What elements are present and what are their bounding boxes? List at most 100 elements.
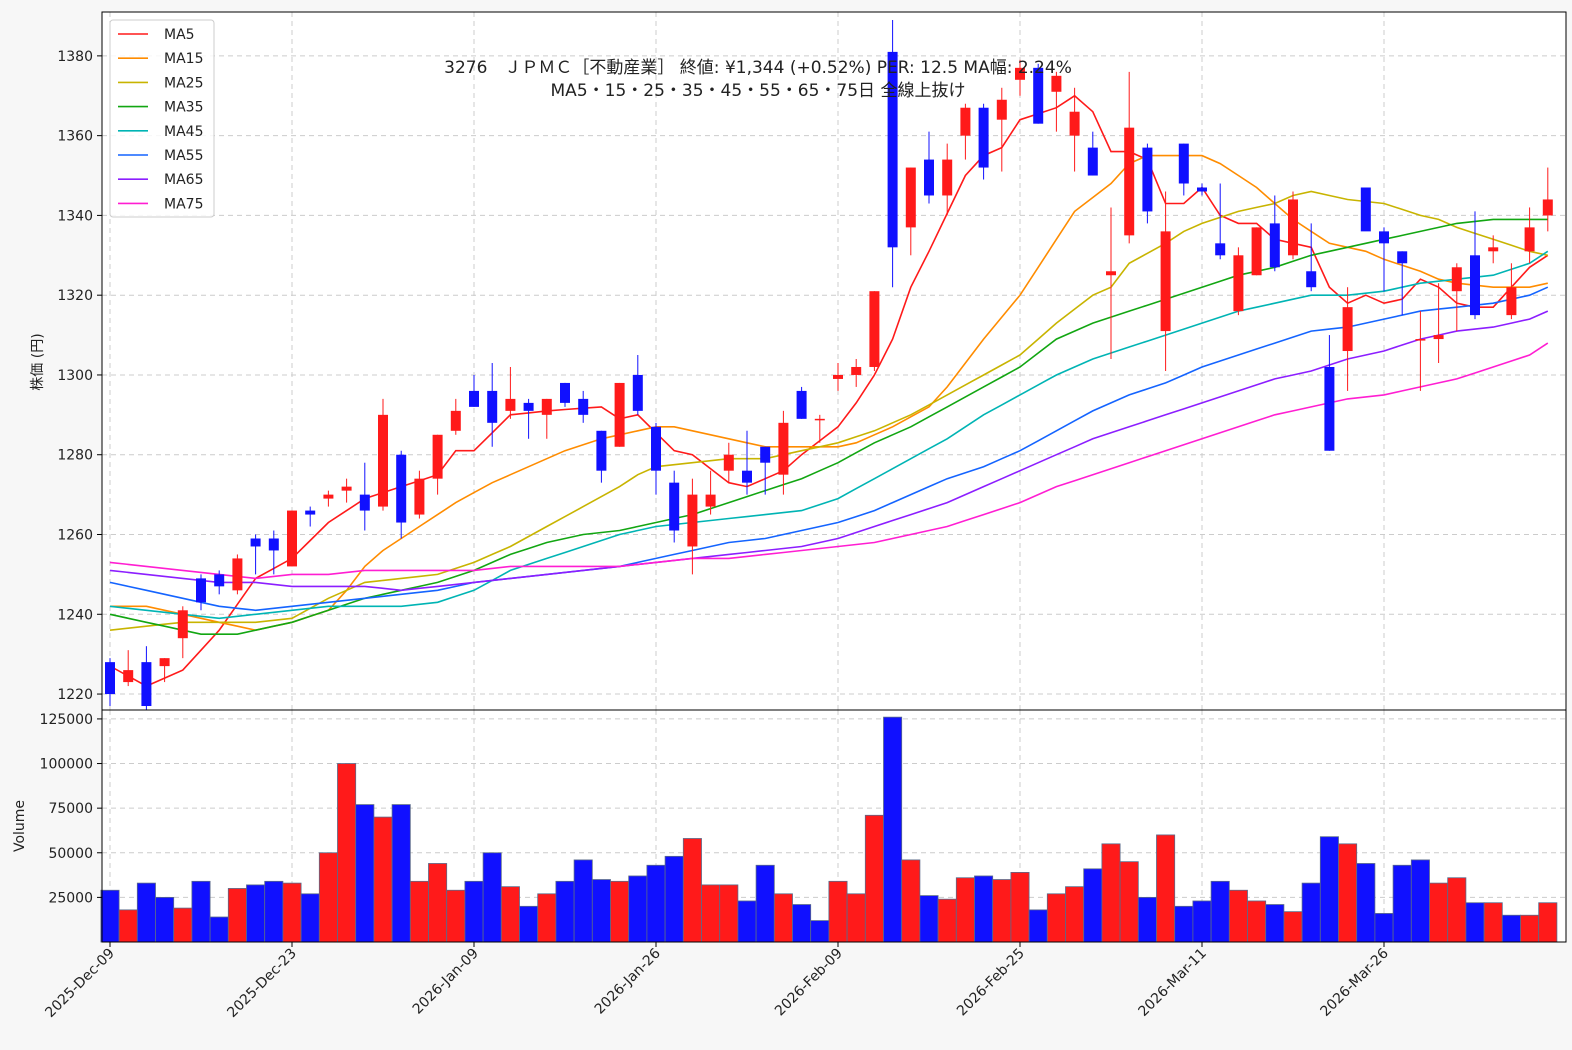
candle-body (978, 107, 989, 168)
volume-bar (682, 838, 702, 943)
candle-body (560, 382, 570, 403)
volume-bar (1483, 902, 1503, 943)
volume-bar (446, 889, 466, 943)
legend: MA5 MA15 MA25 MA35 MA45 MA55 MA65 MA75 (109, 19, 215, 218)
volume-bar (1520, 914, 1540, 943)
candle-body (723, 454, 734, 471)
candle-body (1215, 243, 1226, 256)
volume-bar (828, 880, 848, 943)
candle-body (1379, 231, 1389, 244)
candle-body (1324, 366, 1335, 451)
volume-bar (901, 859, 921, 943)
candle-body (341, 486, 352, 491)
volume-axis: 25000 50000 75000 100000 125000 (40, 712, 102, 906)
candle-body (1160, 231, 1171, 332)
candle-body (432, 434, 443, 479)
volume-bars (100, 716, 1558, 943)
volume-bar (1010, 872, 1030, 943)
candle-body (214, 574, 225, 587)
volume-bar (355, 804, 375, 943)
candle-body (632, 374, 643, 411)
candle-body (414, 478, 425, 515)
volume-bar (246, 884, 266, 943)
candle-body (1524, 227, 1535, 252)
candle-body (1142, 147, 1153, 212)
candle-body (1542, 199, 1553, 216)
candle-body (705, 494, 716, 507)
chart-title-line1: 3276 ＪＰＭＣ［不動産業］ 終値: ¥1,344 (+0.52%) PER:… (444, 58, 1072, 78)
volume-bar (1247, 900, 1267, 943)
candle-body (887, 51, 898, 248)
volume-tick-label: 100000 (40, 757, 93, 773)
volume-bar (1137, 896, 1157, 943)
volume-bar (1028, 909, 1048, 943)
candle-body (1288, 199, 1298, 256)
candle-body (1087, 147, 1098, 176)
candle-body (287, 510, 297, 567)
legend-label-ma5: MA5 (164, 27, 195, 43)
volume-bar (810, 920, 830, 943)
candle-body (1269, 223, 1280, 268)
candle-body (305, 510, 316, 515)
volume-bar (883, 716, 903, 943)
volume-bar (1501, 914, 1521, 943)
volume-bar (1410, 859, 1430, 943)
volume-bar (464, 880, 484, 943)
volume-bar (610, 880, 630, 943)
candle-body (523, 402, 534, 411)
price-tick-label: 1380 (57, 49, 93, 65)
volume-bar (482, 852, 502, 943)
volume-bar (1265, 904, 1285, 943)
volume-bar (337, 763, 357, 943)
price-axis-label: 株価 (円) (30, 333, 46, 390)
volume-bar (1046, 893, 1066, 943)
volume-bar (628, 875, 648, 943)
volume-bar (1156, 834, 1176, 943)
ma-line-ma45 (109, 250, 1549, 620)
volume-bar (519, 905, 539, 943)
candle-body (1451, 267, 1462, 292)
candle-body (378, 414, 388, 507)
volume-bar (1210, 880, 1230, 943)
volume-bar (1301, 882, 1321, 943)
price-tick-label: 1260 (57, 528, 93, 544)
volume-bar (391, 804, 411, 943)
volume-bar (227, 888, 247, 943)
candle-body (323, 494, 334, 499)
legend-label-ma45: MA45 (164, 124, 203, 140)
volume-bar (1392, 864, 1412, 943)
volume-bar (1119, 861, 1139, 943)
price-tick-label: 1220 (57, 687, 93, 703)
candle-body (614, 382, 625, 447)
volume-bar (155, 896, 175, 943)
candle-body (1124, 127, 1135, 236)
candle-body (1106, 271, 1116, 276)
candle-body (196, 578, 206, 603)
price-tick-label: 1240 (57, 607, 93, 623)
candle-body (1069, 111, 1080, 136)
ma-line-ma5 (109, 94, 1549, 687)
candle-body (105, 662, 115, 695)
candle-body (141, 662, 152, 707)
candle-body (1015, 67, 1025, 80)
volume-bar (1374, 913, 1394, 943)
candle-body (1178, 143, 1189, 184)
candle-body (924, 159, 934, 196)
volume-bar (136, 882, 156, 943)
price-tick-label: 1360 (57, 129, 93, 145)
candle-body (760, 446, 771, 463)
volume-bar (318, 852, 338, 943)
volume-bar (664, 855, 684, 943)
volume-bar (773, 893, 793, 943)
volume-bar (1319, 836, 1339, 943)
volume-bar (282, 882, 302, 943)
volume-tick-label: 75000 (48, 801, 93, 817)
legend-label-ma15: MA15 (164, 51, 203, 67)
volume-bar (573, 859, 593, 943)
candle-body (1233, 255, 1244, 312)
volume-bar (1538, 902, 1558, 943)
volume-bar (974, 875, 994, 943)
candle-body (796, 390, 807, 419)
candle-body (268, 538, 279, 551)
